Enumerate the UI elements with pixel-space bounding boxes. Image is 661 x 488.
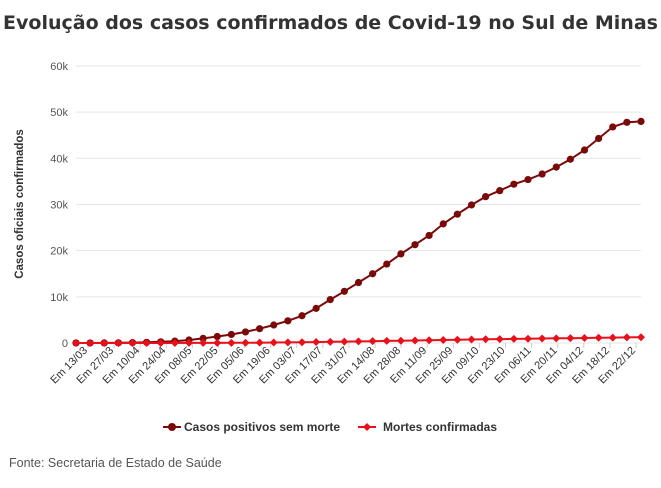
- data-point: [142, 338, 151, 347]
- data-point: [340, 287, 348, 295]
- chart-title: Evolução dos casos confirmados de Covid-…: [3, 12, 658, 34]
- data-point: [326, 337, 335, 346]
- data-point: [213, 338, 222, 347]
- data-point: [580, 333, 589, 342]
- data-point: [524, 175, 532, 184]
- data-point: [340, 337, 349, 346]
- data-point: [397, 250, 405, 258]
- data-point: [241, 338, 250, 347]
- y-tick-label: 10k: [50, 292, 68, 304]
- data-point: [411, 336, 419, 345]
- data-point: [369, 270, 377, 278]
- legend-marker: [168, 423, 176, 431]
- data-point: [552, 334, 561, 343]
- data-point: [609, 123, 617, 131]
- data-point: [185, 338, 193, 347]
- data-point: [269, 338, 278, 347]
- data-point: [156, 338, 165, 347]
- data-point: [524, 334, 532, 343]
- data-point: [439, 335, 448, 344]
- data-point: [411, 241, 419, 249]
- data-point: [382, 336, 391, 345]
- data-point: [298, 312, 306, 320]
- data-point: [467, 335, 476, 344]
- data-point: [439, 220, 447, 228]
- legend-label: Casos positivos sem morte: [184, 420, 340, 434]
- gridlines: [76, 65, 641, 344]
- series-mortes: [72, 333, 645, 347]
- data-point: [270, 321, 278, 329]
- data-point: [637, 333, 645, 342]
- data-point: [128, 338, 137, 347]
- data-point: [595, 134, 603, 143]
- data-point: [496, 187, 504, 195]
- data-point: [354, 278, 363, 287]
- data-point: [622, 333, 631, 342]
- data-point: [453, 210, 461, 218]
- data-point: [453, 335, 462, 344]
- legend-marker: [363, 423, 371, 431]
- data-point: [566, 155, 574, 163]
- legend[interactable]: Casos positivos sem morte Mortes confirma…: [163, 420, 497, 434]
- data-point: [227, 330, 235, 339]
- data-point: [283, 338, 292, 347]
- data-point: [86, 339, 95, 347]
- data-point: [100, 339, 109, 347]
- data-point: [623, 118, 631, 126]
- data-point: [213, 332, 221, 341]
- data-point: [566, 334, 575, 343]
- legend-item-mortes[interactable]: Mortes confirmadas: [358, 420, 497, 434]
- y-tick-label: 50k: [50, 107, 68, 119]
- legend-label: Mortes confirmadas: [383, 420, 497, 434]
- source-note: Fonte: Secretaria de Estado de Saúde: [9, 456, 222, 470]
- data-point: [256, 325, 264, 333]
- data-point: [495, 335, 504, 344]
- data-point: [114, 338, 123, 347]
- y-axis-ticks: 0 10k 20k 30k 40k 50k 60k: [50, 61, 68, 350]
- data-point: [241, 328, 250, 336]
- y-tick-label: 40k: [50, 153, 68, 165]
- series: [72, 117, 645, 347]
- data-point: [594, 333, 603, 342]
- data-point: [467, 201, 476, 209]
- data-point: [199, 338, 208, 347]
- data-point: [481, 335, 490, 344]
- data-point: [425, 336, 434, 345]
- data-point: [510, 180, 518, 188]
- series-line: [76, 120, 642, 344]
- data-point: [368, 337, 377, 346]
- y-tick-label: 20k: [50, 246, 68, 258]
- data-point: [552, 163, 560, 171]
- data-point: [354, 337, 363, 346]
- data-point: [199, 334, 207, 342]
- y-axis-title: Casos oficiais confirmados: [14, 129, 26, 279]
- data-point: [312, 304, 320, 312]
- data-point: [284, 317, 292, 325]
- y-tick-label: 30k: [50, 200, 68, 212]
- y-tick-label: 0: [62, 338, 68, 350]
- legend-item-casos[interactable]: Casos positivos sem morte: [163, 420, 340, 434]
- data-point: [396, 336, 405, 345]
- data-point: [72, 339, 80, 347]
- data-point: [608, 333, 617, 342]
- data-point: [227, 338, 236, 347]
- y-tick-label: 60k: [50, 61, 68, 73]
- data-point: [538, 334, 547, 343]
- series-casos: [72, 117, 645, 347]
- data-point: [509, 334, 518, 343]
- data-point: [326, 296, 334, 304]
- data-point: [383, 260, 391, 268]
- data-point: [255, 338, 264, 347]
- data-point: [482, 193, 490, 201]
- data-point: [312, 338, 321, 347]
- data-point: [637, 117, 645, 125]
- data-point: [580, 146, 589, 154]
- data-point: [538, 170, 546, 178]
- data-point: [425, 231, 433, 240]
- data-point: [298, 338, 306, 347]
- data-point: [170, 338, 179, 347]
